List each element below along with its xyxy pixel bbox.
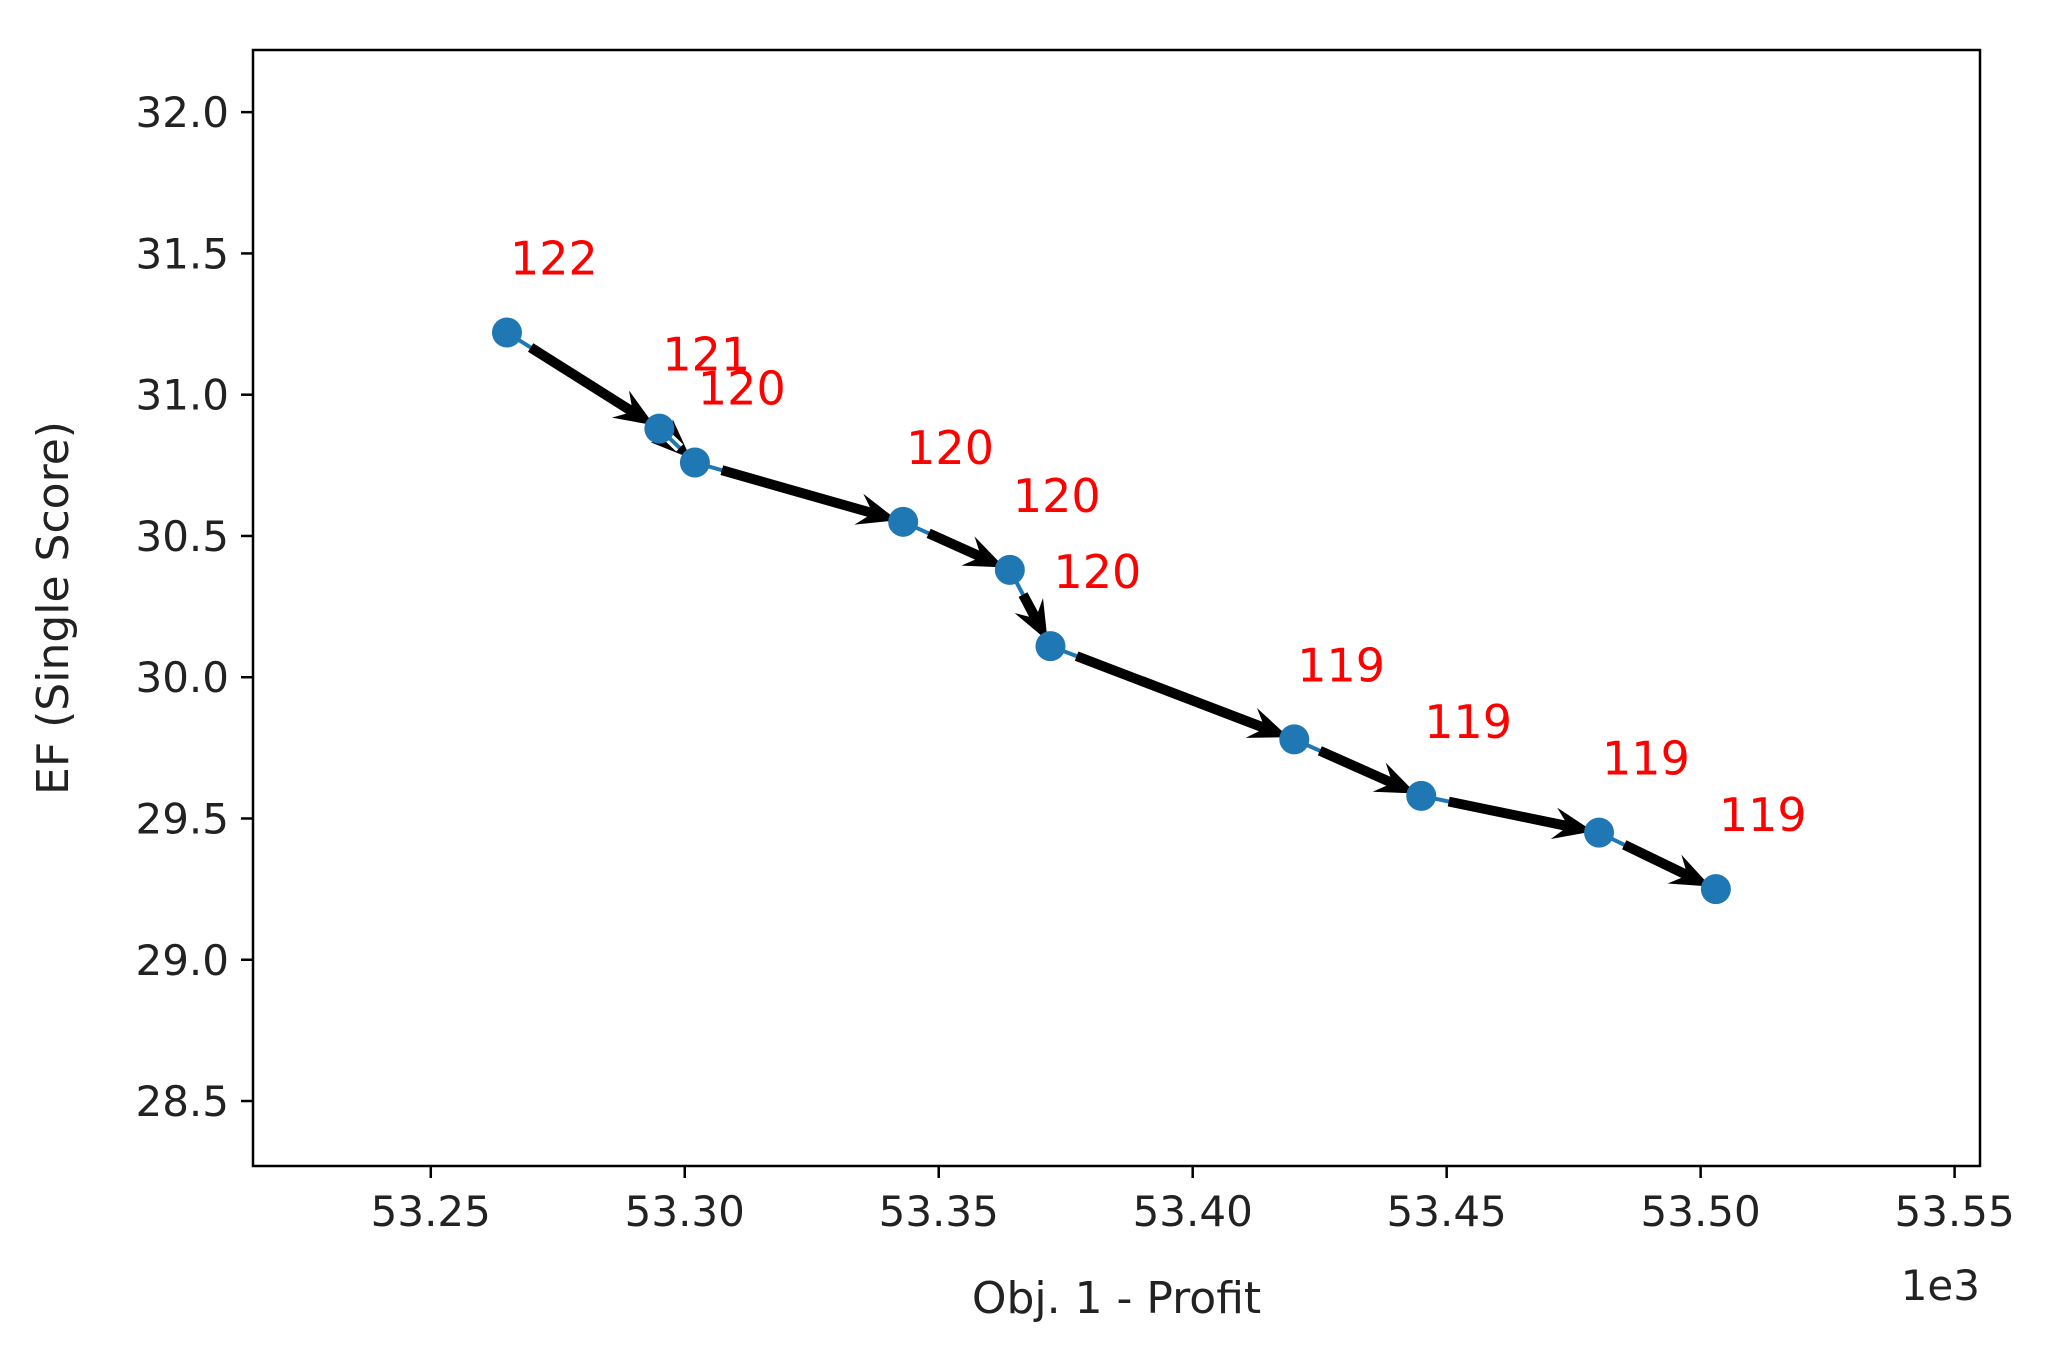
arrows-group: [528, 343, 1711, 887]
point-label: 119: [1424, 695, 1512, 749]
point-label: 119: [1297, 638, 1385, 692]
point-label: 120: [1013, 469, 1101, 523]
point-label: 119: [1602, 732, 1690, 786]
direction-arrow: [1622, 840, 1711, 887]
x-axis-offset-label: 1e3: [1901, 1261, 1980, 1310]
data-point: [994, 554, 1025, 585]
y-tick-label: 30.0: [135, 653, 229, 702]
plot-frame: [251, 48, 1982, 1168]
series-line: [505, 330, 1717, 891]
data-point: [1035, 631, 1066, 662]
x-tick-label: 53.55: [1894, 1187, 2014, 1236]
markers-group: [491, 317, 1731, 905]
point-label: 121: [662, 328, 750, 382]
data-point: [888, 506, 919, 537]
direction-arrow: [1447, 796, 1594, 839]
data-point: [1406, 780, 1437, 811]
x-tick-label: 53.35: [879, 1187, 999, 1236]
y-tick-label: 30.5: [135, 512, 229, 561]
x-tick-label: 53.50: [1641, 1187, 1761, 1236]
y-tick-label: 32.0: [135, 88, 229, 137]
y-tick-label: 31.0: [135, 371, 229, 420]
data-point: [679, 447, 710, 478]
direction-arrow: [720, 465, 898, 525]
data-point: [644, 413, 675, 444]
point-label: 120: [1053, 545, 1141, 599]
data-point: [491, 317, 522, 348]
direction-arrow: [528, 343, 655, 426]
x-tick-label: 53.40: [1133, 1187, 1253, 1236]
ticks-group: 53.25 53.30 53.35 53.40 53.45 53.50 53.55 28.5 2…: [135, 88, 2014, 1236]
data-point: [1584, 817, 1615, 848]
point-label: 120: [698, 361, 786, 415]
x-axis-label: Obj. 1 - Profit: [972, 1273, 1261, 1324]
y-tick-label: 29.5: [135, 794, 229, 843]
direction-arrow: [650, 419, 691, 459]
direction-arrow: [926, 528, 1005, 568]
point-label: 120: [906, 421, 994, 475]
data-point: [1279, 724, 1310, 755]
y-tick-label: 28.5: [135, 1077, 229, 1126]
series-line-group: [505, 330, 1717, 891]
direction-arrow: [1074, 651, 1289, 738]
data-point: [1700, 874, 1731, 905]
y-axis-label: EF (Single Score): [28, 421, 79, 795]
x-tick-label: 53.30: [625, 1187, 745, 1236]
direction-arrow: [1014, 592, 1048, 641]
y-tick-label: 29.0: [135, 936, 229, 985]
point-label: 119: [1719, 788, 1807, 842]
x-tick-label: 53.45: [1387, 1187, 1507, 1236]
point-label: 122: [510, 232, 598, 286]
y-tick-label: 31.5: [135, 229, 229, 278]
x-tick-label: 53.25: [371, 1187, 491, 1236]
direction-arrow: [1317, 746, 1416, 794]
